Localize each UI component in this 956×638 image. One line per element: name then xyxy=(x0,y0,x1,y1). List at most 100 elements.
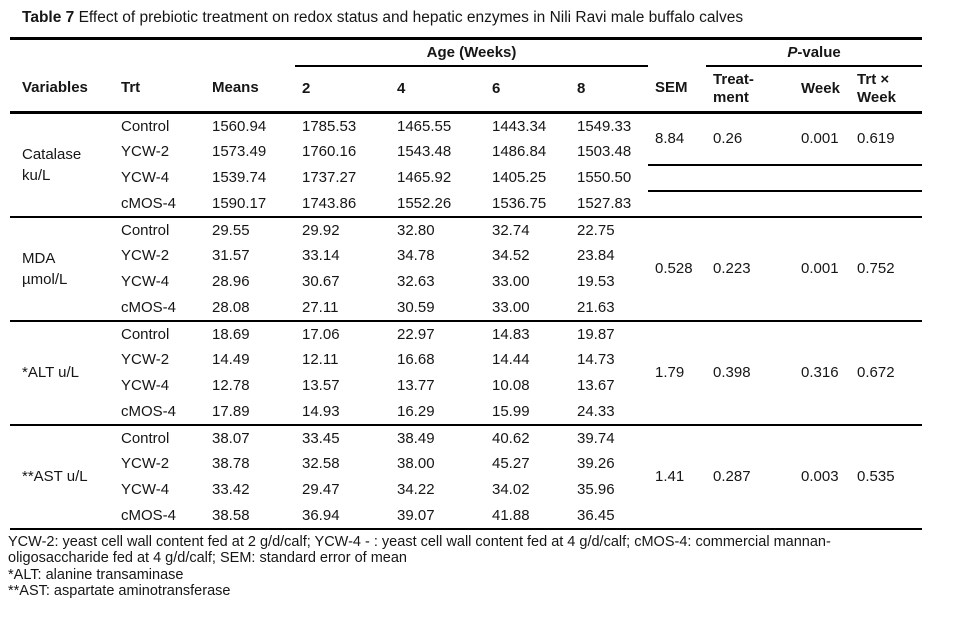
header-week: Week xyxy=(794,65,851,114)
cell-means: 17.89 xyxy=(212,402,250,420)
cell-week8: 14.73 xyxy=(577,351,615,368)
cell-p-treatment: 0.398 xyxy=(713,364,751,381)
header-week2: 2 xyxy=(295,65,390,114)
cell-week6: 33.00 xyxy=(492,298,530,316)
cell-week8: 1527.83 xyxy=(577,194,632,212)
cell-trt: Control xyxy=(121,221,170,239)
data-table: Age (Weeks) P-value Variables Trt Means … xyxy=(10,37,923,530)
empty-cell xyxy=(794,164,851,192)
cell-p-treatment: 0.223 xyxy=(713,260,751,277)
cell-means: 12.78 xyxy=(212,377,250,394)
cell-p-trt-week: 0.672 xyxy=(857,364,895,381)
cell-week2: 29.47 xyxy=(302,481,340,498)
spacer-cell xyxy=(648,39,706,66)
cell-sem: 8.84 xyxy=(648,112,707,166)
cell-week4: 38.49 xyxy=(397,429,435,447)
table-title: Table 7 Effect of prebiotic treatment on… xyxy=(22,8,956,28)
footnote-abbreviations: YCW-2: yeast cell wall content fed at 2 … xyxy=(8,533,831,567)
cell-trt: cMOS-4 xyxy=(121,194,177,212)
cell-week6: 1486.84 xyxy=(492,143,547,160)
cell-trt: YCW-2 xyxy=(121,247,170,264)
cell-trt: YCW-4 xyxy=(121,481,170,498)
cell-means: 28.96 xyxy=(212,273,250,290)
cell-p-trt-week: 0.619 xyxy=(850,112,923,166)
table-row: cMOS-4 1590.17 1743.86 1552.26 1536.75 1… xyxy=(10,191,922,217)
cell-means: 18.69 xyxy=(212,325,250,343)
cell-sem: 0.528 xyxy=(655,260,693,277)
cell-trt: cMOS-4 xyxy=(121,402,177,420)
empty-cell xyxy=(706,191,794,217)
variable-label: Catalase ku/L xyxy=(22,145,82,184)
variable-label: *ALT u/L xyxy=(22,364,79,381)
cell-week4: 16.29 xyxy=(397,402,435,420)
footnote-alt: *ALT: alanine transaminase xyxy=(8,566,184,583)
header-variables: Variables xyxy=(10,65,114,114)
cell-week6: 40.62 xyxy=(492,429,530,447)
table-row: **AST u/L Control 38.07 33.45 38.49 40.6… xyxy=(10,425,922,486)
cell-trt: YCW-2 xyxy=(121,455,170,472)
cell-week4: 1465.55 xyxy=(397,117,452,135)
footnotes: YCW-2: yeast cell wall content fed at 2 … xyxy=(8,534,956,600)
spacer-cell xyxy=(205,39,295,66)
empty-cell xyxy=(850,191,922,217)
cell-week4: 39.07 xyxy=(397,506,435,524)
spacer-cell xyxy=(114,39,205,66)
cell-week6: 1443.34 xyxy=(492,117,547,135)
p-italic: P xyxy=(787,43,798,61)
spanner-row: Age (Weeks) P-value xyxy=(10,38,923,67)
empty-cell xyxy=(794,191,850,217)
cell-week2: 33.45 xyxy=(302,429,340,447)
cell-trt: YCW-2 xyxy=(121,143,170,160)
cell-p-trt-week: 0.535 xyxy=(857,468,895,485)
cell-week6: 34.52 xyxy=(492,247,530,264)
cell-week8: 1550.50 xyxy=(577,169,632,186)
cell-week8: 19.53 xyxy=(577,273,615,290)
section-catalase: Catalase ku/L Control 1560.94 1785.53 14… xyxy=(10,112,923,217)
cell-week4: 34.22 xyxy=(397,481,435,498)
cell-week2: 33.14 xyxy=(302,247,340,264)
cell-week2: 32.58 xyxy=(302,455,340,472)
header-week8: 8 xyxy=(570,65,649,114)
cell-trt: cMOS-4 xyxy=(121,506,177,524)
cell-week4: 34.78 xyxy=(397,247,435,264)
cell-week6: 1536.75 xyxy=(492,194,547,212)
cell-p-trt-week: 0.752 xyxy=(857,260,895,277)
table-row: YCW-2 31.57 33.14 34.78 34.52 23.84 xyxy=(10,243,922,269)
cell-sem: 1.79 xyxy=(655,364,685,381)
variable-label: **AST u/L xyxy=(22,468,88,485)
cell-week8: 21.63 xyxy=(577,298,615,316)
cell-week8: 1549.33 xyxy=(577,117,632,135)
cell-week6: 14.44 xyxy=(492,351,530,368)
cell-week6: 1405.25 xyxy=(492,169,547,186)
cell-week2: 1760.16 xyxy=(302,143,357,160)
cell-week8: 35.96 xyxy=(577,481,615,498)
column-header-row: Variables Trt Means 2 4 6 8 SEM Treat- m… xyxy=(10,65,923,114)
cell-week2: 30.67 xyxy=(302,273,340,290)
cell-means: 1573.49 xyxy=(212,143,267,160)
cell-trt: YCW-4 xyxy=(121,169,170,186)
header-trt: Trt xyxy=(114,65,205,114)
cell-week4: 16.68 xyxy=(397,351,435,368)
cell-means: 28.08 xyxy=(212,298,250,316)
table-row: cMOS-4 38.58 36.94 39.07 41.88 36.45 xyxy=(10,503,922,529)
cell-week6: 32.74 xyxy=(492,221,530,239)
cell-week4: 1543.48 xyxy=(397,143,452,160)
cell-trt: Control xyxy=(121,325,170,343)
cell-trt: YCW-2 xyxy=(121,351,170,368)
section-ast: **AST u/L Control 38.07 33.45 38.49 40.6… xyxy=(10,425,923,529)
table-row: Catalase ku/L Control 1560.94 1785.53 14… xyxy=(10,112,923,184)
age-weeks-spanner: Age (Weeks) xyxy=(295,38,649,67)
cell-week8: 36.45 xyxy=(577,506,615,524)
cell-means: 1539.74 xyxy=(212,169,267,186)
table-row: YCW-2 14.49 12.11 16.68 14.44 14.73 xyxy=(10,347,922,373)
header-week4: 4 xyxy=(390,65,485,114)
cell-week2: 27.11 xyxy=(302,298,339,316)
table-row: cMOS-4 28.08 27.11 30.59 33.00 21.63 xyxy=(10,295,922,321)
table-header: Age (Weeks) P-value Variables Trt Means … xyxy=(10,38,923,114)
table-row: YCW-4 12.78 13.57 13.77 10.08 13.67 xyxy=(10,373,922,399)
cell-week4: 1465.92 xyxy=(397,169,452,186)
cell-week4: 13.77 xyxy=(397,377,435,394)
cell-means: 29.55 xyxy=(212,221,250,239)
table-row: MDA µmol/L Control 29.55 29.92 32.80 32.… xyxy=(10,217,922,288)
cell-week6: 14.83 xyxy=(492,325,530,343)
